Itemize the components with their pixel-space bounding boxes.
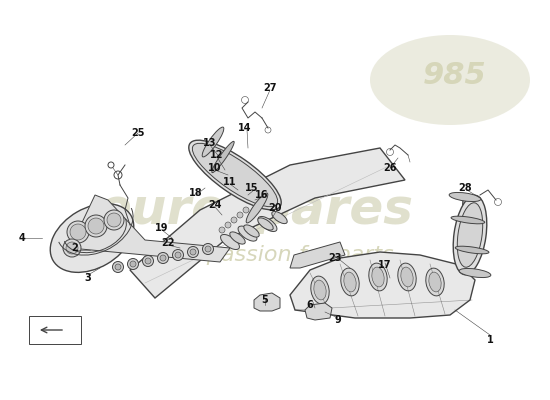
Circle shape (66, 242, 78, 254)
Text: 2: 2 (72, 243, 78, 253)
Ellipse shape (272, 211, 287, 224)
Ellipse shape (314, 280, 326, 300)
Ellipse shape (244, 225, 259, 237)
Text: a passion for parts: a passion for parts (186, 245, 394, 265)
Ellipse shape (189, 140, 281, 210)
Text: 20: 20 (268, 203, 282, 213)
Text: 18: 18 (189, 188, 203, 198)
Circle shape (243, 207, 249, 213)
Ellipse shape (453, 195, 487, 275)
Circle shape (225, 222, 231, 228)
Polygon shape (290, 242, 345, 268)
Text: 15: 15 (245, 183, 258, 193)
Polygon shape (130, 148, 405, 298)
Circle shape (231, 217, 237, 223)
Circle shape (205, 246, 211, 252)
Text: 25: 25 (131, 128, 145, 138)
Ellipse shape (398, 263, 416, 291)
Ellipse shape (451, 216, 485, 224)
Ellipse shape (311, 276, 329, 304)
Circle shape (67, 221, 89, 243)
Text: 22: 22 (161, 238, 175, 248)
Ellipse shape (192, 143, 278, 207)
Text: 5: 5 (262, 295, 268, 305)
Polygon shape (254, 293, 280, 311)
Ellipse shape (238, 226, 257, 241)
Ellipse shape (370, 35, 530, 125)
Polygon shape (290, 252, 475, 318)
Circle shape (175, 252, 181, 258)
Ellipse shape (455, 246, 489, 254)
Ellipse shape (230, 232, 245, 244)
Circle shape (85, 215, 107, 237)
Circle shape (88, 218, 104, 234)
Text: 27: 27 (263, 83, 277, 93)
Text: 1: 1 (487, 335, 493, 345)
Circle shape (130, 261, 136, 267)
Ellipse shape (457, 203, 483, 267)
Ellipse shape (258, 218, 273, 230)
Text: 17: 17 (378, 260, 392, 270)
Circle shape (107, 213, 121, 227)
Text: 12: 12 (210, 150, 224, 160)
Circle shape (190, 249, 196, 255)
Ellipse shape (401, 267, 413, 287)
Ellipse shape (50, 204, 134, 272)
Circle shape (115, 264, 121, 270)
Circle shape (188, 246, 199, 258)
Text: 11: 11 (223, 177, 236, 187)
Text: 26: 26 (383, 163, 397, 173)
Ellipse shape (429, 272, 441, 292)
Circle shape (237, 212, 243, 218)
Text: 10: 10 (208, 163, 222, 173)
Text: 16: 16 (255, 190, 269, 200)
Circle shape (160, 255, 166, 261)
Ellipse shape (221, 234, 239, 250)
Circle shape (142, 256, 153, 266)
Bar (29, 316, 81, 344)
Ellipse shape (449, 192, 481, 202)
Circle shape (63, 239, 81, 257)
Polygon shape (70, 195, 230, 262)
Text: 28: 28 (458, 183, 472, 193)
Text: 985: 985 (423, 60, 487, 90)
Circle shape (157, 252, 168, 264)
Text: 4: 4 (19, 233, 25, 243)
Circle shape (173, 250, 184, 260)
Circle shape (70, 224, 86, 240)
Text: eurospares: eurospares (97, 186, 413, 234)
Ellipse shape (202, 127, 224, 157)
Circle shape (113, 262, 124, 272)
Text: 3: 3 (85, 273, 91, 283)
Text: 6: 6 (307, 300, 314, 310)
Ellipse shape (212, 141, 234, 173)
Circle shape (128, 258, 139, 270)
Circle shape (219, 227, 225, 233)
Circle shape (145, 258, 151, 264)
Ellipse shape (258, 216, 277, 232)
Polygon shape (305, 303, 332, 320)
Text: 23: 23 (328, 253, 342, 263)
Ellipse shape (369, 263, 387, 291)
Text: 13: 13 (204, 138, 217, 148)
Ellipse shape (426, 268, 444, 296)
Circle shape (202, 244, 213, 254)
Ellipse shape (341, 268, 359, 296)
Ellipse shape (246, 193, 268, 223)
Text: 24: 24 (208, 200, 222, 210)
Text: 14: 14 (238, 123, 252, 133)
Circle shape (104, 210, 124, 230)
Ellipse shape (459, 268, 491, 278)
Text: 19: 19 (155, 223, 169, 233)
Ellipse shape (344, 272, 356, 292)
Ellipse shape (372, 267, 384, 287)
Text: 9: 9 (334, 315, 342, 325)
